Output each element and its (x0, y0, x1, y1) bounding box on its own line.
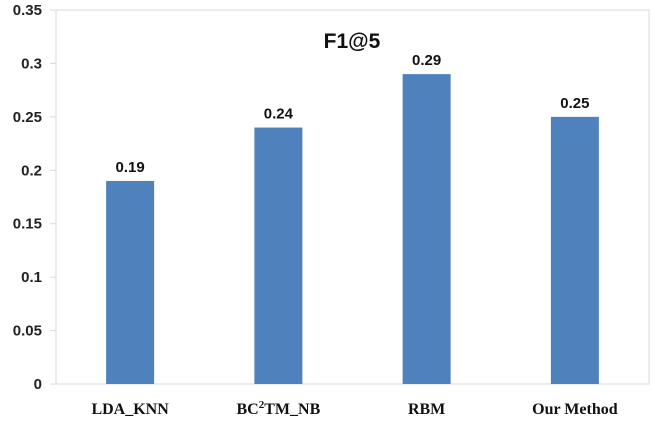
bar-3 (402, 74, 451, 384)
bar-2 (254, 127, 303, 385)
bars: 0.19 0.24 0.29 0.25 (106, 52, 599, 385)
y-tick-label: 0.25 (13, 109, 42, 126)
x-tick-label: LDA_KNN (91, 401, 169, 418)
y-tick-label: 0.1 (21, 269, 42, 286)
y-tick-label: 0 (34, 376, 42, 393)
bar-4 (550, 116, 599, 384)
chart-title: F1@5 (324, 30, 381, 53)
x-axis: LDA_KNN BC2TM_NB RBM Our Method (91, 399, 617, 418)
data-label-2: 0.24 (264, 106, 294, 123)
plot-frame (55, 9, 650, 385)
y-tick-label: 0.05 (13, 323, 42, 340)
data-label-4: 0.25 (560, 95, 589, 112)
x-tick-label: BC2TM_NB (237, 399, 321, 418)
data-label-3: 0.29 (412, 52, 441, 69)
bar-1 (106, 180, 155, 384)
y-tick-label: 0.3 (21, 55, 42, 72)
y-tick-label: 0.35 (13, 2, 42, 19)
y-axis: 0 0.05 0.1 0.15 0.2 0.25 0.3 0.35 (13, 2, 56, 393)
y-tick-label: 0.2 (21, 162, 42, 179)
x-tick-label: RBM (408, 401, 445, 418)
data-label-1: 0.19 (116, 159, 145, 176)
y-tick-label: 0.15 (13, 216, 42, 233)
x-tick-label: Our Method (532, 401, 618, 418)
